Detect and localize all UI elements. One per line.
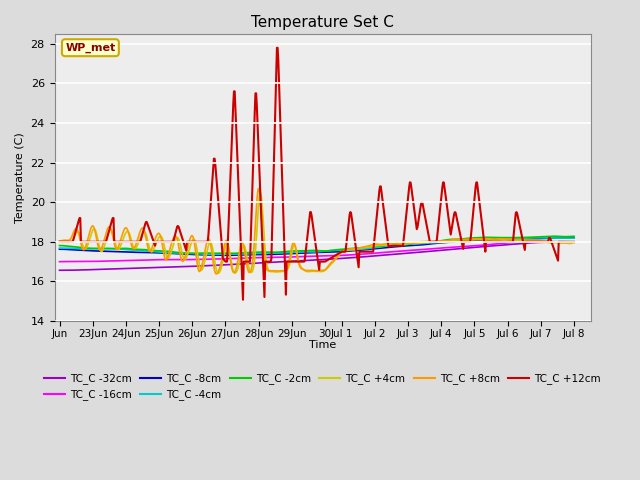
TC_C -4cm: [127, 247, 135, 253]
TC_C +12cm: [56, 239, 63, 245]
TC_C +4cm: [58, 239, 65, 245]
TC_C -2cm: [58, 243, 65, 249]
Bar: [54, 163, 591, 202]
Bar: [54, 44, 591, 84]
TC_C +8cm: [255, 185, 263, 191]
TC_C +8cm: [426, 239, 434, 244]
Line: TC_C +4cm: TC_C +4cm: [60, 192, 574, 273]
TC_C -16cm: [58, 259, 65, 264]
TC_C -8cm: [223, 252, 230, 258]
TC_C -32cm: [127, 265, 135, 271]
TC_C -4cm: [208, 252, 216, 257]
Bar: [54, 281, 591, 321]
Line: TC_C +12cm: TC_C +12cm: [60, 48, 574, 300]
Bar: [54, 202, 591, 242]
TC_C -8cm: [127, 249, 135, 255]
TC_C -32cm: [437, 247, 445, 253]
TC_C -4cm: [535, 235, 543, 240]
TC_C +8cm: [296, 264, 303, 269]
TC_C -8cm: [438, 240, 445, 246]
TC_C +12cm: [296, 259, 303, 264]
TC_C +8cm: [58, 238, 65, 243]
TC_C +4cm: [214, 270, 222, 276]
TC_C -2cm: [56, 243, 63, 249]
TC_C -4cm: [58, 245, 65, 251]
TC_C -8cm: [58, 246, 65, 252]
TC_C -16cm: [275, 254, 283, 260]
Text: WP_met: WP_met: [65, 43, 115, 53]
Bar: [54, 4, 591, 44]
TC_C -2cm: [295, 248, 303, 254]
TC_C -32cm: [58, 267, 65, 273]
TC_C -2cm: [426, 239, 433, 245]
Line: TC_C -4cm: TC_C -4cm: [60, 238, 574, 254]
TC_C -32cm: [56, 267, 63, 273]
TC_C -16cm: [541, 239, 549, 244]
TC_C -4cm: [438, 240, 445, 245]
TC_C -16cm: [294, 254, 302, 260]
TC_C -16cm: [127, 258, 135, 264]
TC_C -16cm: [437, 245, 445, 251]
TC_C +4cm: [257, 189, 264, 195]
TC_C +4cm: [276, 269, 284, 275]
TC_C -32cm: [275, 259, 283, 265]
Bar: [54, 84, 591, 123]
TC_C +4cm: [438, 240, 446, 245]
TC_C +8cm: [570, 239, 578, 245]
TC_C -4cm: [56, 245, 63, 251]
Title: Temperature Set C: Temperature Set C: [251, 15, 394, 30]
TC_C +12cm: [127, 239, 135, 245]
TC_C -2cm: [438, 238, 445, 243]
TC_C -16cm: [570, 239, 578, 245]
TC_C -4cm: [276, 250, 284, 256]
TC_C -2cm: [189, 251, 196, 256]
Legend: TC_C -32cm, TC_C -16cm, TC_C -8cm, TC_C -4cm, TC_C -2cm, TC_C +4cm, TC_C +8cm, T: TC_C -32cm, TC_C -16cm, TC_C -8cm, TC_C …: [40, 369, 605, 405]
Line: TC_C -32cm: TC_C -32cm: [60, 242, 574, 270]
TC_C -2cm: [570, 233, 578, 239]
TC_C -8cm: [295, 251, 303, 256]
TC_C -8cm: [276, 251, 284, 257]
TC_C -32cm: [570, 239, 578, 245]
TC_C -8cm: [56, 246, 63, 252]
TC_C +12cm: [438, 184, 446, 190]
TC_C +12cm: [58, 239, 65, 245]
TC_C -8cm: [426, 241, 433, 247]
TC_C +4cm: [570, 240, 578, 246]
TC_C +4cm: [56, 239, 63, 245]
TC_C +12cm: [239, 297, 247, 302]
Line: TC_C -8cm: TC_C -8cm: [60, 238, 574, 255]
TC_C -2cm: [276, 249, 284, 255]
TC_C +8cm: [213, 271, 221, 277]
TC_C +12cm: [273, 45, 281, 51]
TC_C +8cm: [127, 242, 135, 248]
TC_C +12cm: [426, 240, 434, 245]
Line: TC_C +8cm: TC_C +8cm: [60, 188, 574, 274]
TC_C +8cm: [438, 238, 446, 244]
TC_C -4cm: [295, 249, 303, 255]
TC_C +8cm: [56, 238, 63, 244]
TC_C -2cm: [550, 233, 557, 239]
TC_C +4cm: [426, 240, 434, 245]
TC_C -32cm: [425, 249, 433, 254]
TC_C -2cm: [127, 246, 135, 252]
TC_C +8cm: [276, 268, 284, 274]
TC_C +4cm: [296, 262, 303, 267]
TC_C -4cm: [570, 235, 578, 241]
X-axis label: Time: Time: [309, 340, 336, 350]
TC_C +12cm: [276, 121, 284, 127]
Line: TC_C -16cm: TC_C -16cm: [60, 241, 574, 262]
TC_C -16cm: [425, 246, 433, 252]
TC_C +4cm: [127, 238, 135, 243]
TC_C -16cm: [56, 259, 63, 264]
Bar: [54, 123, 591, 163]
TC_C -32cm: [294, 258, 302, 264]
TC_C -8cm: [570, 235, 578, 241]
Bar: [54, 242, 591, 281]
TC_C +12cm: [570, 239, 578, 245]
TC_C -4cm: [426, 240, 433, 246]
Y-axis label: Temperature (C): Temperature (C): [15, 132, 25, 223]
Line: TC_C -2cm: TC_C -2cm: [60, 236, 574, 253]
